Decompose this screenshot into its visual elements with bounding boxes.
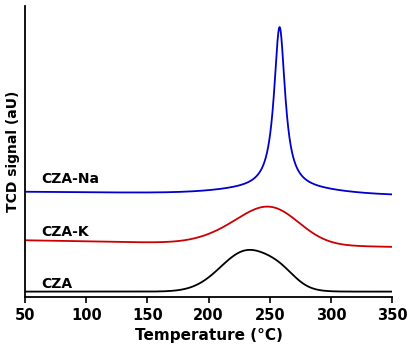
Text: CZA-Na: CZA-Na [41,172,99,186]
Text: CZA: CZA [41,277,72,291]
Y-axis label: TCD signal (aU): TCD signal (aU) [5,91,19,212]
Text: CZA-K: CZA-K [41,225,89,239]
X-axis label: Temperature (°C): Temperature (°C) [135,328,282,343]
